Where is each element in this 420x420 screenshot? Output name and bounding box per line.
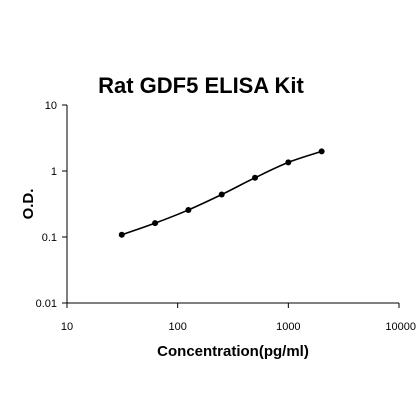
x-ticks: 10 100 1000 10000 <box>61 303 416 333</box>
y-tick-label: 0.1 <box>42 232 57 244</box>
data-point-2 <box>152 220 159 227</box>
x-tick-label: 100 <box>168 321 186 333</box>
y-axis-label: O.D. <box>20 189 37 220</box>
y-ticks: 0.01 0.1 1 10 <box>36 100 67 310</box>
chart-title: Rat GDF5 ELISA Kit <box>98 73 304 98</box>
data-point-7 <box>318 148 325 155</box>
data-point-4 <box>218 191 225 198</box>
y-tick-label: 0.01 <box>36 298 57 310</box>
x-tick-label: 10 <box>61 321 73 333</box>
data-point-1 <box>118 231 125 238</box>
y-tick-label: 10 <box>45 100 57 112</box>
x-tick-label: 10000 <box>385 321 416 333</box>
series-markers <box>118 148 325 238</box>
data-point-6 <box>285 159 292 166</box>
x-axis-label: Concentration(pg/ml) <box>157 343 309 360</box>
plot-area: 0.01 0.1 1 10 10 100 1000 10000 <box>36 100 416 333</box>
data-point-5 <box>252 174 259 181</box>
data-point-3 <box>185 206 192 213</box>
x-tick-label: 1000 <box>276 321 300 333</box>
y-tick-label: 1 <box>51 166 57 178</box>
